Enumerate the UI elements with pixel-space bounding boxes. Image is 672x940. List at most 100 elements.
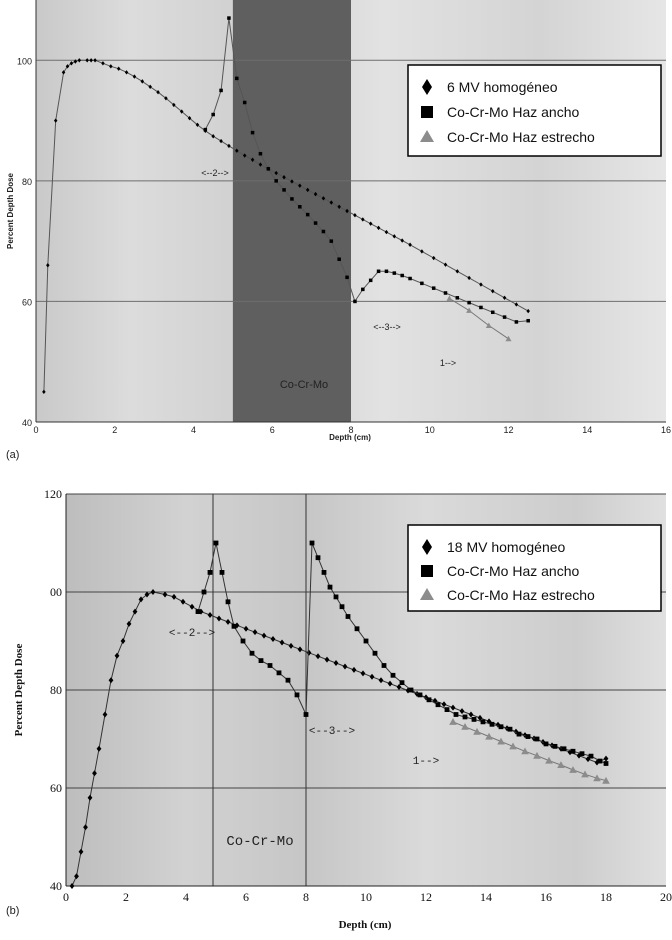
- data-point: [85, 58, 89, 63]
- legend-label-2: Co-Cr-Mo Haz ancho: [447, 563, 579, 579]
- data-point: [525, 734, 531, 739]
- x-tick-label: 8: [348, 425, 353, 435]
- data-point: [258, 658, 264, 663]
- data-point: [258, 162, 263, 167]
- data-point: [225, 599, 231, 605]
- data-point: [83, 824, 88, 831]
- data-point: [337, 204, 341, 209]
- series-group: [42, 16, 530, 395]
- data-point: [479, 305, 483, 310]
- data-point: [468, 711, 474, 718]
- data-point: [305, 212, 310, 217]
- data-point: [399, 680, 405, 686]
- data-point: [514, 320, 519, 324]
- data-point: [201, 589, 207, 595]
- data-point: [432, 697, 438, 704]
- data-point: [132, 608, 138, 615]
- data-point: [261, 632, 267, 639]
- data-point: [114, 652, 120, 659]
- data-point: [449, 718, 457, 725]
- legend-square-marker: [421, 565, 433, 577]
- data-point: [516, 731, 522, 737]
- data-point: [396, 684, 402, 691]
- data-point: [408, 242, 412, 247]
- data-point: [361, 217, 365, 222]
- data-point: [108, 677, 114, 684]
- data-point: [557, 761, 565, 769]
- data-point: [521, 747, 529, 755]
- x-tick-labels: 0 2 4 6 8 10 12 14 16 18 20: [63, 890, 672, 904]
- x-tick-label: 2: [123, 890, 129, 904]
- data-point: [420, 281, 424, 286]
- data-point: [150, 589, 156, 595]
- data-point: [69, 883, 75, 889]
- data-point: [361, 287, 365, 292]
- panel-label: (b): [6, 905, 19, 917]
- data-point: [329, 239, 334, 243]
- data-point: [581, 770, 589, 778]
- data-point: [431, 286, 436, 290]
- data-point: [368, 221, 373, 226]
- data-point: [313, 191, 318, 197]
- data-point: [455, 269, 460, 274]
- data-point: [124, 70, 129, 75]
- data-point: [459, 708, 465, 715]
- data-point: [203, 127, 208, 132]
- data-point: [298, 183, 302, 188]
- data-point: [431, 255, 436, 261]
- x-tick-label: 6: [270, 425, 275, 435]
- data-point: [408, 276, 412, 281]
- y-tick-label: 60: [22, 297, 32, 307]
- data-point: [294, 692, 300, 698]
- y-tick-label: 80: [50, 683, 62, 697]
- data-point: [93, 58, 97, 63]
- data-point: [368, 278, 373, 283]
- data-point: [195, 122, 200, 127]
- x-tick-label: 12: [503, 425, 513, 435]
- data-point: [78, 848, 84, 855]
- data-point: [446, 295, 453, 301]
- data-point: [53, 118, 58, 123]
- data-point: [207, 612, 213, 619]
- data-point: [148, 84, 152, 90]
- data-point: [339, 604, 345, 610]
- data-point: [315, 555, 321, 561]
- data-point: [270, 636, 276, 643]
- data-point: [408, 687, 414, 693]
- data-point: [479, 282, 483, 287]
- data-point: [400, 273, 404, 278]
- data-point: [290, 197, 294, 201]
- data-point: [485, 322, 492, 328]
- x-tick-label: 14: [582, 425, 592, 435]
- data-point: [579, 751, 585, 757]
- data-point: [219, 88, 223, 93]
- data-point: [443, 291, 448, 295]
- annotation-3: <--3-->: [309, 726, 355, 738]
- annotation-1: 1-->: [413, 756, 439, 768]
- data-point: [354, 626, 360, 632]
- x-tick-label: 8: [303, 890, 309, 904]
- co-cr-mo-region: [232, 0, 351, 422]
- data-point: [69, 61, 74, 66]
- data-point: [414, 690, 420, 697]
- data-point: [240, 638, 246, 644]
- y-tick-label: 120: [44, 487, 62, 501]
- data-point: [384, 269, 389, 274]
- data-point: [552, 743, 558, 749]
- y-axis-label: Percent Depth Dose: [13, 644, 25, 737]
- legend-triangle-marker: [420, 588, 434, 600]
- region-label: Co-Cr-Mo: [226, 834, 293, 850]
- data-point: [353, 299, 357, 304]
- data-point: [219, 138, 223, 144]
- data-point: [534, 736, 540, 742]
- legend-label-2: Co-Cr-Mo Haz ancho: [447, 104, 579, 120]
- series-line: [449, 297, 509, 340]
- data-point: [369, 673, 375, 680]
- data-point: [187, 115, 192, 121]
- data-point: [73, 59, 78, 64]
- data-point: [467, 300, 471, 305]
- data-point: [235, 148, 239, 153]
- data-point: [252, 629, 258, 636]
- data-point: [498, 724, 504, 730]
